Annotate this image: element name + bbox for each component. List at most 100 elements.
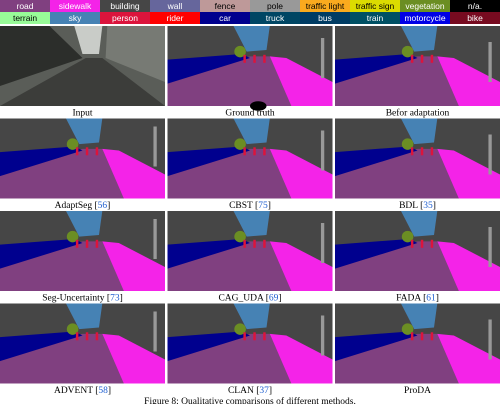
seg-pole [488,134,492,175]
legend-swatch [450,12,500,24]
caption-text: CAG_UDA [ [218,294,268,304]
panel-caption: FADA [61] [396,294,439,304]
seg-person [75,239,79,248]
legend-swatch [400,0,450,12]
seg-person [243,147,246,156]
legend-label: vegetation [405,1,444,11]
caption-text: ] [269,386,272,396]
seg-person [243,332,246,341]
caption-text: Ground truth [225,109,275,119]
legend-label: sky [69,13,83,23]
legend-label: bus [318,13,332,23]
legend-label: traffic sign [356,1,395,11]
photo-road [0,58,165,106]
caption-text: ] [278,294,281,304]
panel: BDL [35] [335,118,500,211]
panel: Ground truth [167,26,333,119]
legend-swatch [50,0,100,12]
seg-car [167,146,250,177]
legend-label: terrain [13,13,37,23]
panel: Seg-Uncertainty [73] [0,211,165,304]
seg-person [430,54,434,63]
seg-sky [401,303,438,330]
figure-caption: Figure 8: Qualitative comparisons of dif… [144,396,356,404]
seg-pole [320,130,325,171]
seg-pole [153,311,157,352]
seg-vegetation [401,323,414,335]
legend-label: n/a. [468,1,482,11]
seg-pole [488,227,492,267]
seg-sky [401,211,438,237]
seg-person [243,239,246,248]
legend-swatch [350,12,400,24]
citation: 61 [426,294,436,304]
seg-car [335,146,418,177]
caption-text: Seg-Uncertainty [ [42,294,110,304]
seg-sky [66,303,103,330]
citation: 35 [423,201,433,211]
legend-swatch [350,0,400,12]
legend-label: person [112,13,138,23]
legend-swatch [100,12,150,24]
legend-label: motorcycle [404,13,445,23]
panel-caption: CAG_UDA [69] [218,294,281,304]
seg-person [410,239,414,248]
seg-vegetation [234,323,246,335]
legend-swatch [450,0,500,12]
seg-person [263,239,266,248]
legend-swatch [100,0,150,12]
seg-car [167,239,250,269]
caption-text: BDL [ [399,201,423,211]
legend-swatch [0,12,50,24]
panel-caption: AdaptSeg [56] [55,201,111,211]
seg-sky [233,211,270,237]
legend-label: traffic light [306,1,345,11]
seg-pole [488,42,492,82]
seg-person [420,147,424,156]
seg-person [410,147,414,156]
panel: Befor adaptation [335,26,500,119]
seg-person [253,54,256,63]
citation: 75 [258,201,268,211]
caption-text: CLAN [ [228,386,259,396]
panel: FADA [61] [335,211,500,304]
seg-person [75,332,79,341]
panel-caption: ProDA [404,386,431,396]
photo-left [0,26,83,86]
seg-vegetation [234,45,246,58]
seg-person [253,147,256,156]
panel-caption: Ground truth [225,109,275,119]
seg-person [430,239,434,248]
seg-person [263,332,266,341]
seg-sky [233,118,270,145]
seg-pole [320,223,325,263]
citation: 37 [259,386,269,396]
legend-swatch [200,12,250,24]
seg-sidewalk [437,333,500,384]
caption-text: ] [436,294,439,304]
legend-label: sidewalk [59,1,92,11]
panel: ProDA [335,303,500,396]
seg-vegetation [66,230,79,243]
legend-label: truck [266,13,285,23]
legend-label: wall [167,1,183,11]
legend-swatch [300,0,350,12]
seg-sky [401,118,438,145]
panel-caption: Seg-Uncertainty [73] [42,294,122,304]
seg-pole [320,315,325,356]
panel-caption: CLAN [37] [228,386,272,396]
panel-caption: BDL [35] [399,201,436,211]
seg-vegetation [234,230,246,243]
seg-sidewalk [269,148,333,199]
seg-pole [153,126,157,167]
seg-sidewalk [269,56,333,106]
seg-car [0,331,83,362]
panel-caption: Befor adaptation [386,108,450,119]
seg-sidewalk [102,148,165,199]
seg-sidewalk [437,148,500,199]
seg-person [420,332,424,341]
seg-vegetation [401,230,414,243]
seg-person [263,54,266,63]
seg-person [430,147,434,156]
